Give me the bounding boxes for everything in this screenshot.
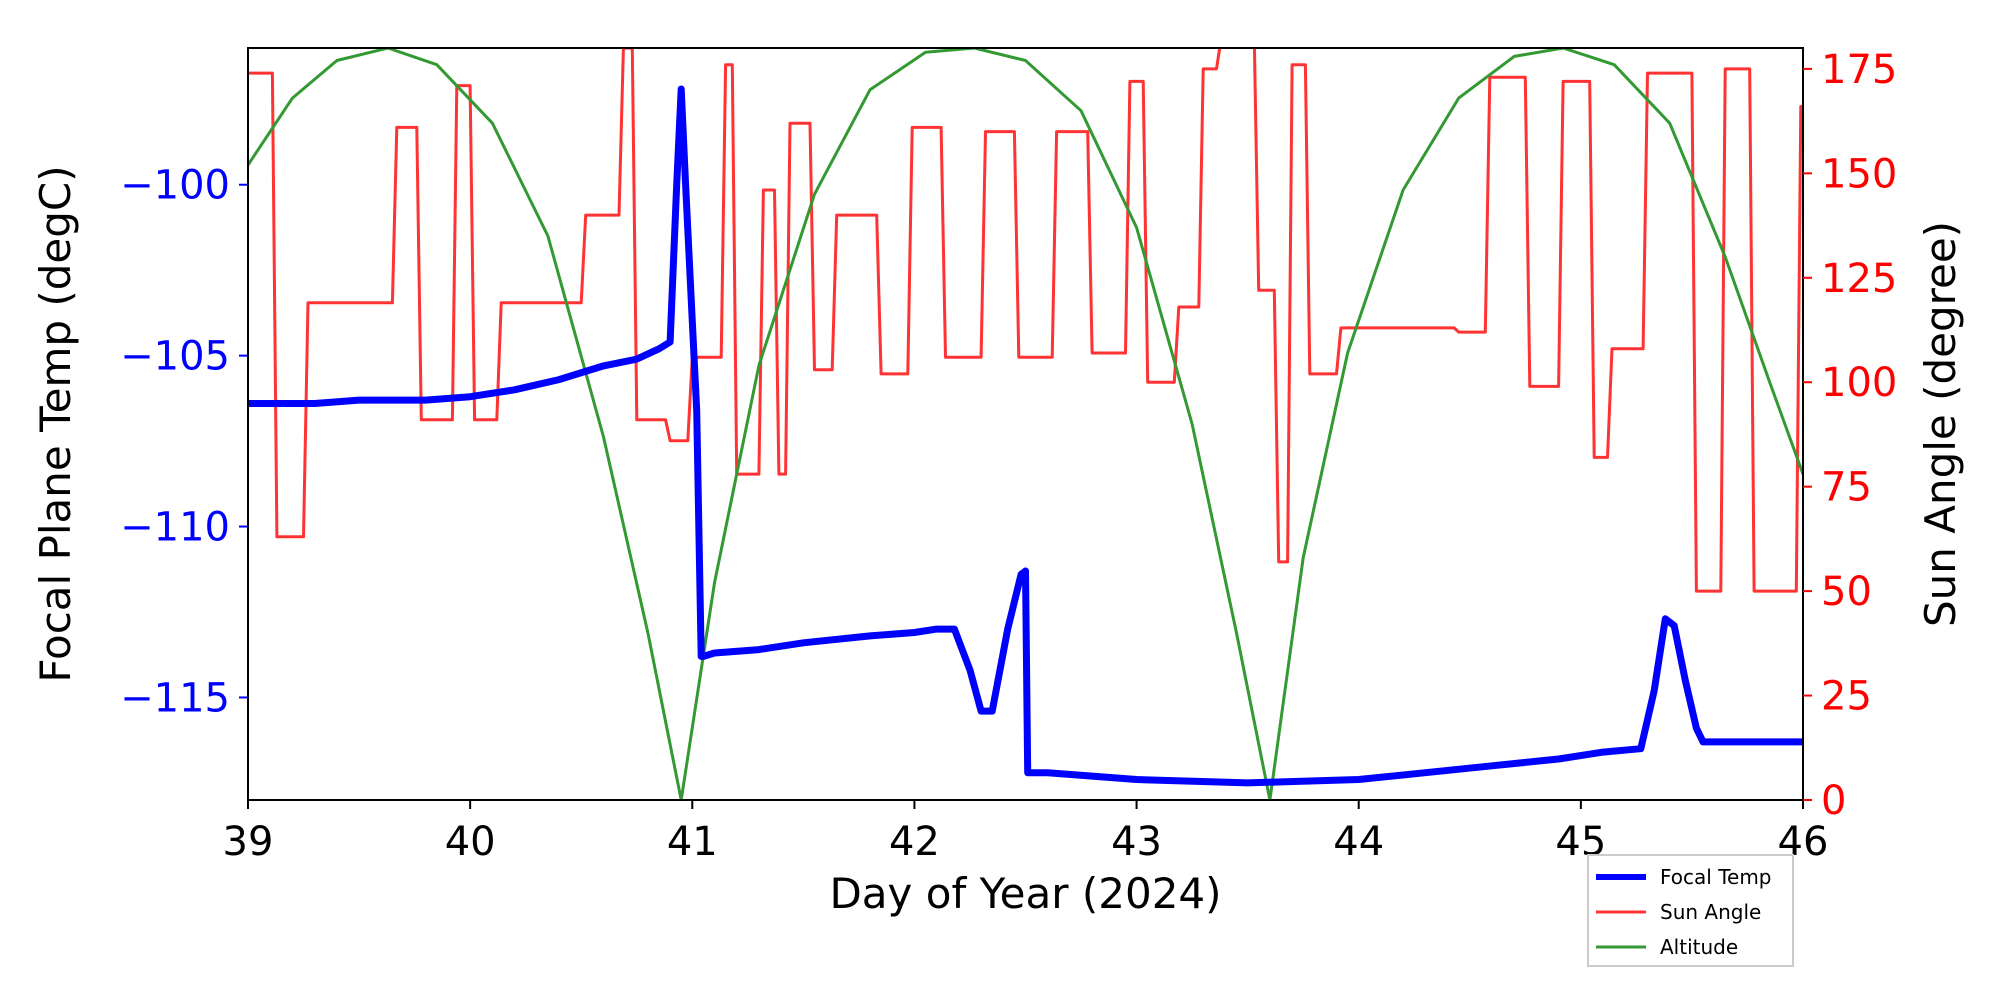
x-tick-label: 42 — [889, 819, 940, 865]
y-left-tick-label: −115 — [120, 675, 230, 721]
legend-label: Focal Temp — [1660, 865, 1772, 889]
plot-frame — [247, 47, 1804, 801]
x-axis-label: Day of Year (2024) — [829, 869, 1221, 918]
x-tick-label: 41 — [667, 819, 718, 865]
y-right-tick-label: 50 — [1821, 569, 1872, 615]
y-axis-left-label: Focal Plane Temp (degC) — [31, 165, 80, 682]
y-right-tick-label: 75 — [1821, 465, 1872, 511]
legend: Focal Temp Sun Angle Altitude — [1587, 854, 1794, 967]
plot-area — [248, 48, 1803, 800]
y-right-tick-label: 25 — [1821, 674, 1872, 720]
legend-label: Altitude — [1660, 935, 1738, 959]
y-left-tick-label: −110 — [120, 505, 230, 551]
x-tick-label: 39 — [223, 819, 274, 865]
y-right-tick-label: 125 — [1821, 256, 1897, 302]
axes: 39 40 41 42 43 44 45 46−100−105−110−11502550751… — [120, 47, 1897, 865]
y-right-tick-label: 150 — [1821, 151, 1897, 197]
series-line-sun-angle — [248, 48, 1803, 593]
series-line-focal-temp — [248, 85, 1803, 787]
series-line-altitude — [248, 48, 1803, 800]
y-left-tick-label: −100 — [120, 163, 230, 209]
y-left-tick-label: −105 — [120, 334, 230, 380]
legend-label: Sun Angle — [1660, 900, 1761, 924]
y-axis-right-label: Sun Angle (degree) — [1916, 221, 1965, 627]
y-right-tick-label: 100 — [1821, 360, 1897, 406]
x-tick-label: 43 — [1111, 819, 1162, 865]
y-right-tick-label: 175 — [1821, 47, 1897, 93]
x-tick-label: 40 — [445, 819, 496, 865]
y-right-tick-label: 0 — [1821, 778, 1846, 824]
x-tick-label: 44 — [1333, 819, 1384, 865]
